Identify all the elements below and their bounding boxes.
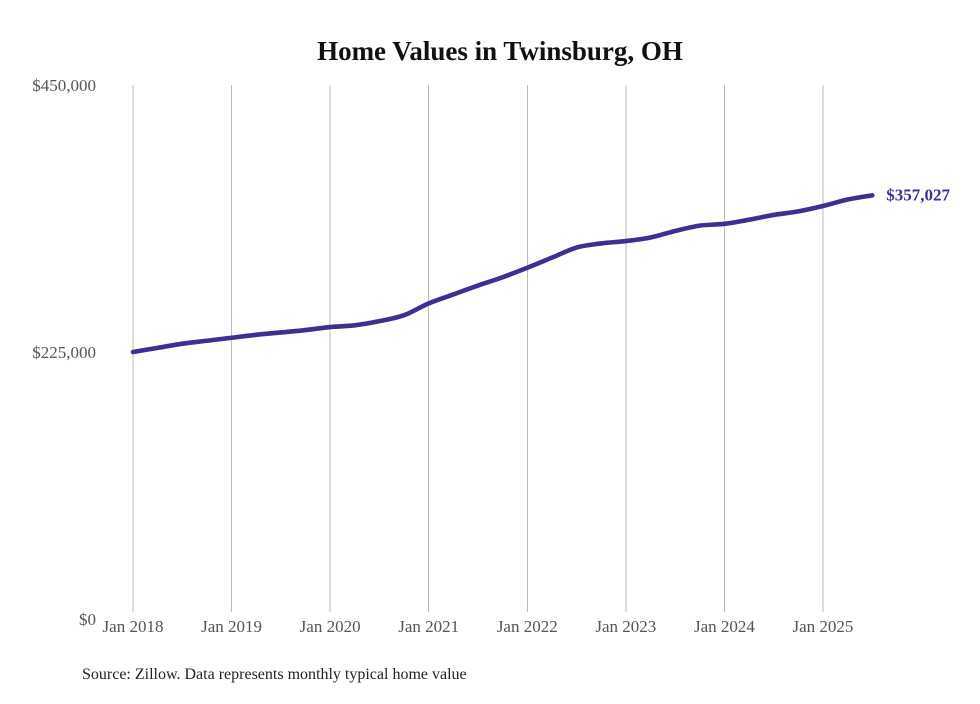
x-axis-tick-label: Jan 2019 (201, 617, 262, 636)
y-axis-tick-label: $225,000 (32, 343, 96, 362)
x-axis-tick-labels: Jan 2018 Jan 2019 Jan 2020 Jan 2021 Jan 2022… (103, 617, 854, 636)
x-axis-tick-label: Jan 2025 (793, 617, 854, 636)
source-note: Source: Zillow. Data represents monthly … (82, 666, 467, 683)
y-axis-tick-label: $450,000 (32, 76, 96, 95)
x-axis-tick-label: Jan 2018 (103, 617, 164, 636)
x-axis-tick-label: Jan 2021 (398, 617, 459, 636)
x-axis-tick-label: Jan 2020 (300, 617, 361, 636)
x-axis-tick-label: Jan 2023 (595, 617, 656, 636)
gridlines (132, 85, 824, 612)
x-axis-tick-label: Jan 2024 (694, 617, 755, 636)
y-axis-tick-labels: $0 $225,000 $450,000 (32, 76, 96, 629)
chart-title: Home Values in Twinsburg, OH (317, 36, 683, 66)
home-value-series-line (130, 193, 875, 355)
series-end-value-label: $357,027 (886, 185, 950, 204)
y-axis-tick-label: $0 (79, 610, 96, 629)
x-axis-tick-label: Jan 2022 (497, 617, 558, 636)
